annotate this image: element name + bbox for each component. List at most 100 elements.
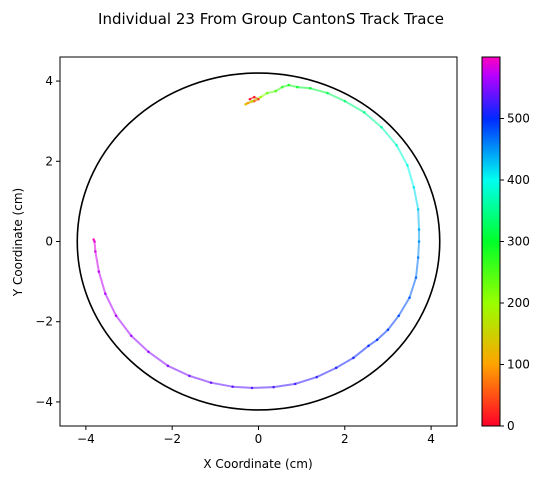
x-tick-label: −2 — [163, 432, 181, 446]
trajectory-segment — [130, 334, 150, 353]
trajectory-point — [308, 86, 312, 90]
y-axis: −4 −2 0 2 4 — [35, 74, 60, 409]
trajectory-point — [397, 314, 401, 318]
trajectory-segment — [296, 86, 312, 90]
trajectory-segment — [251, 386, 275, 389]
trajectory-point — [209, 381, 213, 384]
trajectory-segment — [104, 292, 118, 317]
trajectory-point — [244, 103, 247, 106]
y-tick-label: −2 — [35, 315, 53, 329]
trajectory-point — [417, 228, 421, 231]
trajectory-point — [250, 386, 254, 390]
trajectory-point — [315, 375, 319, 379]
trajectory-point — [129, 334, 133, 338]
trajectory-point — [293, 382, 297, 386]
trajectory-point — [362, 111, 366, 114]
trajectory-segment — [287, 84, 299, 89]
colorbar-tick-label: 200 — [507, 296, 530, 310]
trajectory-point — [406, 163, 409, 167]
trajectory-segment — [380, 126, 398, 147]
trajectory-point — [395, 143, 398, 147]
trajectory-segment — [315, 366, 338, 379]
x-axis: −4 −2 0 2 4 — [77, 426, 435, 446]
trajectory-point — [416, 208, 420, 211]
trajectory-segment — [417, 208, 421, 231]
x-axis-label: X Coordinate (cm) — [203, 457, 312, 471]
trajectory-point — [272, 385, 275, 389]
y-tick-label: −4 — [35, 395, 53, 409]
colorbar-tick-label: 0 — [507, 419, 515, 433]
arena-boundary — [76, 72, 441, 411]
trajectory-point — [274, 89, 278, 93]
trajectory-point — [343, 99, 347, 103]
trajectory-segment — [309, 87, 329, 95]
colorbar-axis: 0 100 200 300 400 500 — [500, 112, 530, 433]
trajectory-segment — [363, 111, 383, 129]
plot-area — [76, 72, 441, 411]
trajectory-segment — [335, 356, 355, 369]
trajectory-point — [326, 91, 329, 95]
trajectory-segment — [343, 100, 366, 114]
trajectory-segment — [94, 250, 100, 273]
trajectory-segment — [326, 92, 346, 103]
y-axis-label: Y Coordinate (cm) — [11, 188, 25, 297]
y-tick-label: 0 — [45, 235, 53, 249]
trajectory-point — [334, 366, 338, 370]
trajectory-segment — [417, 240, 421, 259]
trajectory-point — [93, 240, 96, 243]
trajectory-point — [287, 83, 291, 87]
trajectory-point — [259, 95, 262, 99]
colorbar-tick-label: 300 — [507, 235, 530, 249]
trajectory-point — [280, 85, 284, 89]
trajectory-point — [250, 99, 254, 103]
trajectory-segment — [294, 376, 318, 385]
trajectory-point — [375, 338, 379, 342]
trajectory-segment — [93, 240, 97, 253]
trajectory-segment — [231, 385, 254, 389]
x-tick-label: 2 — [341, 432, 349, 446]
trajectory-segment — [97, 270, 107, 295]
trajectory-segment — [272, 382, 297, 389]
trajectory-point — [408, 296, 411, 299]
trajectory-point — [252, 95, 256, 99]
trajectory-point — [147, 350, 150, 354]
trajectory-point — [412, 186, 416, 189]
trajectory-segment — [386, 314, 400, 331]
colorbar — [481, 56, 501, 427]
trajectory-segment — [266, 90, 277, 95]
trajectory-point — [352, 356, 355, 360]
trajectory-point — [188, 374, 191, 378]
trajectory-point — [104, 292, 107, 295]
trajectory-segment — [415, 256, 420, 279]
trajectory-point — [414, 276, 418, 279]
trajectory-point — [265, 91, 269, 95]
trajectory-segment — [166, 364, 191, 377]
trajectory-point — [246, 101, 250, 105]
trajectory-point — [380, 125, 383, 129]
trajectory-segment — [115, 314, 133, 337]
trajectory-point — [416, 256, 420, 259]
trajectory-point — [94, 250, 97, 253]
trajectory-segment — [188, 374, 213, 384]
trajectory-point — [166, 364, 170, 368]
trajectory-segment — [147, 350, 169, 367]
trajectory-point — [367, 344, 370, 348]
x-tick-label: −4 — [77, 432, 95, 446]
colorbar-tick-label: 400 — [507, 173, 530, 187]
trajectory-point — [231, 385, 234, 388]
y-tick-label: 4 — [45, 74, 53, 88]
plot-frame — [59, 56, 458, 427]
colorbar-tick-label: 100 — [507, 358, 530, 372]
trajectory-segment — [408, 276, 418, 299]
trajectory-segment — [367, 338, 379, 347]
trajectory-segment — [412, 186, 420, 211]
trajectory-point — [92, 238, 95, 241]
trajectory-segment — [210, 381, 234, 388]
chart-title: Individual 23 From Group CantonS Track T… — [98, 10, 444, 28]
trajectory-point — [417, 240, 421, 243]
trajectory-point — [114, 314, 118, 318]
trajectory-point — [252, 99, 256, 103]
trajectory-point — [248, 97, 252, 101]
trajectory-segment — [397, 296, 411, 317]
